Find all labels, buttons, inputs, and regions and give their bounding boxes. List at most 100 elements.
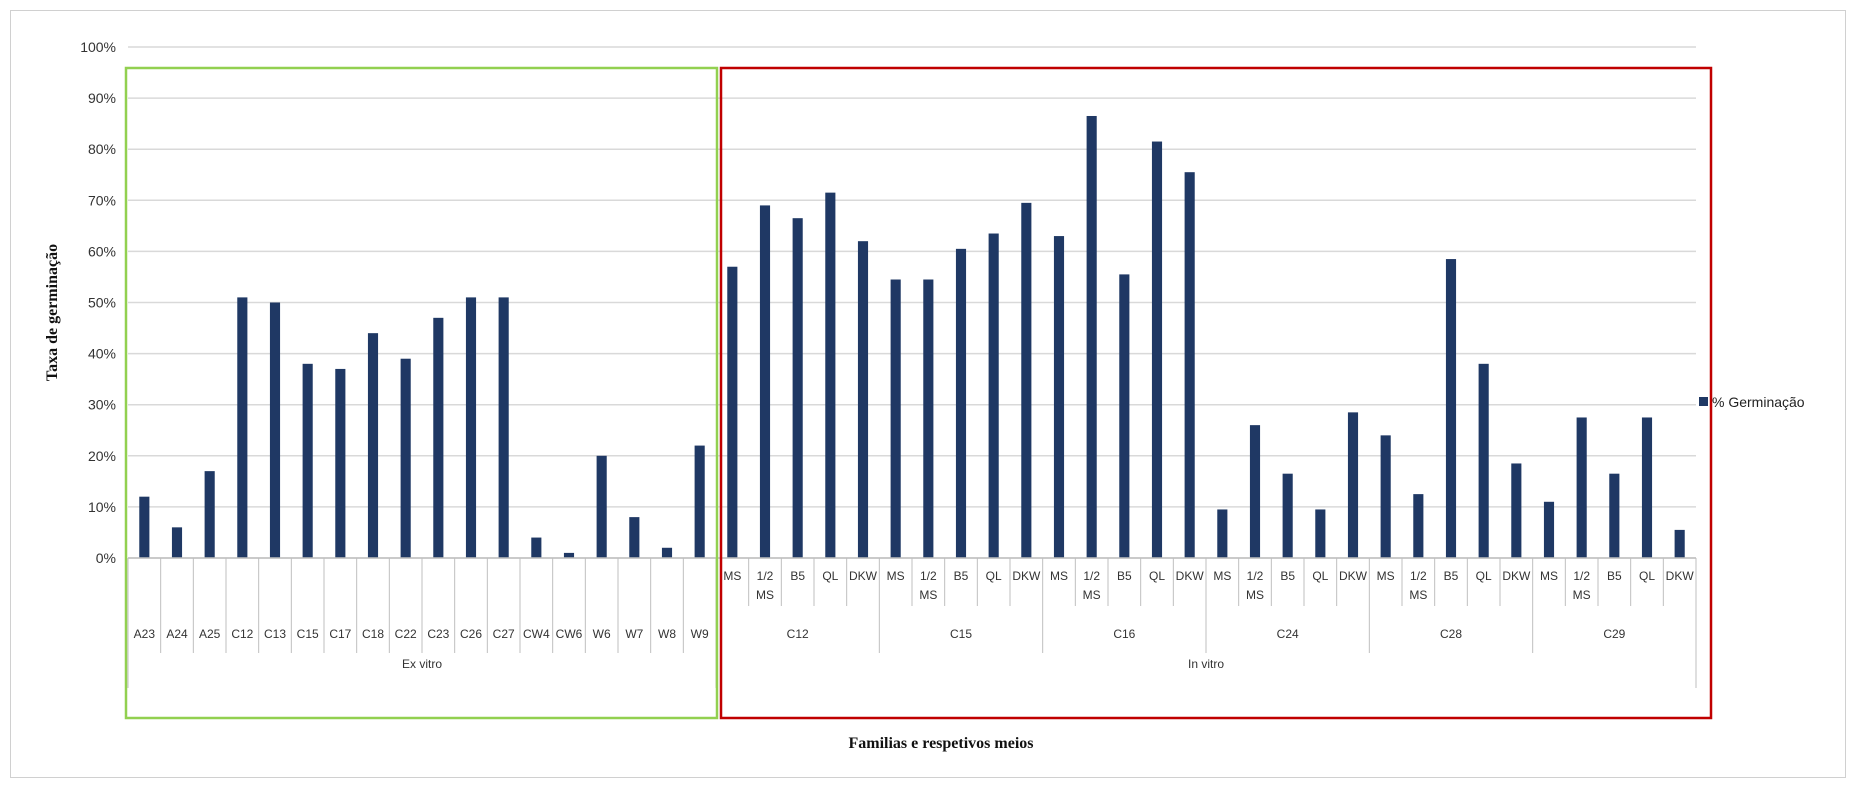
bar [1511, 463, 1522, 558]
gridlines [128, 46, 1696, 559]
bar [237, 297, 248, 558]
medium-label: QL [1476, 569, 1492, 583]
family-label: W7 [625, 627, 643, 641]
bar [694, 445, 705, 558]
y-tick-label-80: 80% [88, 141, 116, 157]
medium-label: 1/2 [1247, 569, 1264, 583]
bar [1380, 435, 1391, 558]
family-label: CW4 [523, 627, 550, 641]
family-label: C16 [1113, 627, 1135, 641]
family-label: C27 [493, 627, 515, 641]
y-tick-label-50: 50% [88, 295, 116, 311]
y-tick-label-40: 40% [88, 346, 116, 362]
germination-bar-chart: 0% 10% 20% 30% 40% 50% 60% 70% 80% 90% 100% A23 A24… [44, 39, 1805, 752]
y-tick-label-20: 20% [88, 448, 116, 464]
chart-container: 0% 10% 20% 30% 40% 50% 60% 70% 80% 90% 100% A23 A24… [10, 10, 1846, 778]
family-label: C12 [231, 627, 253, 641]
bar [1674, 529, 1685, 558]
medium-label: B5 [790, 569, 805, 583]
bar [857, 241, 869, 558]
x-category-axis: A23 A24 A25 C12 C13 C15 C17 C18 C22 C23 C26 C27 CW4 C… [127, 557, 1697, 688]
bar [727, 266, 738, 558]
bar [955, 248, 967, 558]
bar [1086, 115, 1097, 559]
bar [1347, 412, 1359, 558]
bar [1478, 363, 1489, 558]
family-label: A24 [166, 627, 188, 641]
medium-label: MS [887, 569, 905, 583]
medium-label: MS [1409, 588, 1427, 602]
bar [531, 537, 542, 558]
medium-label: B5 [1280, 569, 1295, 583]
bar [563, 552, 575, 558]
bar [1282, 473, 1293, 558]
medium-label: MS [1573, 588, 1591, 602]
bar [171, 527, 183, 558]
medium-label: B5 [1607, 569, 1622, 583]
bar [269, 302, 281, 558]
family-label: A25 [199, 627, 221, 641]
y-tick-label-0: 0% [96, 550, 116, 566]
medium-label: 1/2 [1083, 569, 1100, 583]
bar [596, 455, 607, 558]
medium-label: B5 [1117, 569, 1132, 583]
family-label: C22 [395, 627, 417, 641]
family-label: C17 [329, 627, 351, 641]
medium-label: MS [1083, 588, 1101, 602]
medium-label: DKW [1012, 569, 1041, 583]
bar [1053, 236, 1065, 558]
family-label: W6 [593, 627, 611, 641]
group-label: Ex vitro [402, 657, 442, 671]
bar [498, 297, 509, 558]
bar [825, 192, 836, 558]
bar [335, 368, 346, 558]
bar [1119, 274, 1130, 558]
family-label: C15 [950, 627, 972, 641]
y-axis-title: Taxa de germinação [44, 244, 61, 381]
medium-label: QL [1312, 569, 1328, 583]
medium-label: DKW [1502, 569, 1531, 583]
legend-entry: % Germinação [1712, 394, 1805, 410]
family-label: C13 [264, 627, 286, 641]
family-label: CW6 [556, 627, 583, 641]
y-tick-label-100: 100% [80, 39, 116, 55]
y-tick-label-70: 70% [88, 192, 116, 208]
family-label: C15 [297, 627, 319, 641]
legend-swatch [1699, 397, 1708, 406]
y-tick-label-10: 10% [88, 499, 116, 515]
medium-label: MS [1377, 569, 1395, 583]
bar [1543, 501, 1555, 558]
medium-label: MS [1540, 569, 1558, 583]
medium-label: MS [1246, 588, 1264, 602]
bar [792, 218, 803, 558]
x-axis-title: Familias e respetivos meios [848, 735, 1033, 752]
bar [204, 471, 215, 558]
y-tick-labels: 0% 10% 20% 30% 40% 50% 60% 70% 80% 90% 100% [80, 39, 116, 566]
medium-label: MS [756, 588, 774, 602]
family-label: W9 [691, 627, 709, 641]
bar [1609, 473, 1620, 558]
medium-label: QL [1639, 569, 1655, 583]
bar [988, 233, 999, 558]
medium-label: QL [986, 569, 1002, 583]
medium-label: 1/2 [1573, 569, 1590, 583]
bar [661, 547, 673, 558]
bar [1576, 417, 1587, 558]
medium-label: MS [919, 588, 937, 602]
medium-label: MS [1050, 569, 1068, 583]
family-label: C28 [1440, 627, 1462, 641]
medium-label: DKW [849, 569, 878, 583]
medium-label: MS [723, 569, 741, 583]
medium-label: QL [1149, 569, 1165, 583]
bar [1021, 202, 1032, 559]
bar [629, 517, 640, 558]
bar [139, 496, 150, 558]
family-label: C18 [362, 627, 384, 641]
y-tick-label-90: 90% [88, 90, 116, 106]
in-vitro-highlight-box [719, 66, 1713, 720]
y-tick-label-60: 60% [88, 243, 116, 259]
family-label: C23 [427, 627, 449, 641]
medium-label: DKW [1176, 569, 1205, 583]
medium-label: DKW [1339, 569, 1368, 583]
y-tick-label-30: 30% [88, 397, 116, 413]
